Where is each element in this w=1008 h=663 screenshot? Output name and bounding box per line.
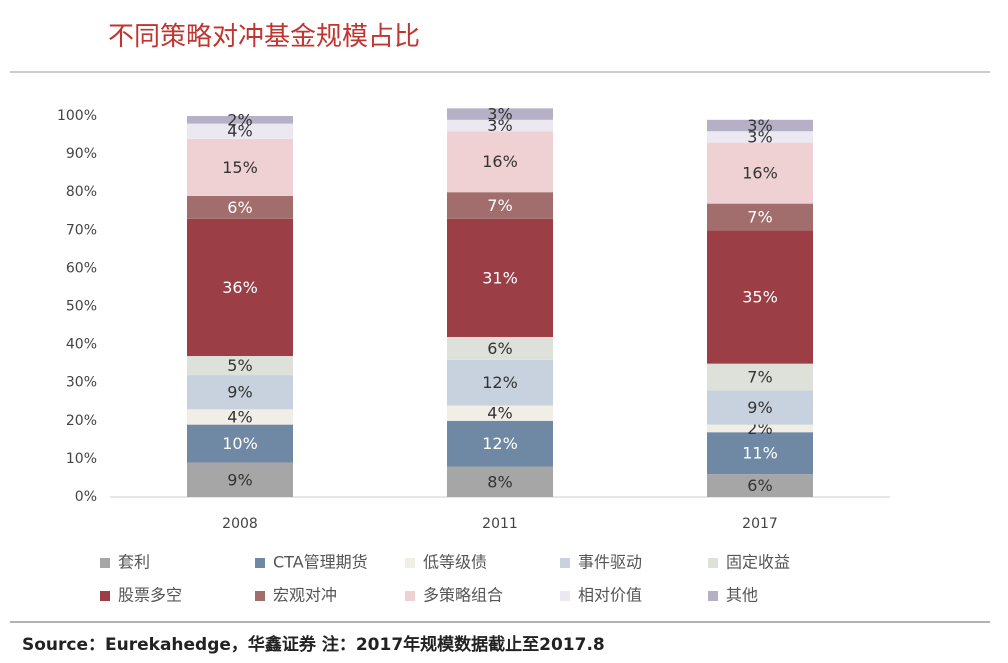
bar-segment bbox=[187, 116, 293, 124]
y-tick-label: 90% bbox=[66, 146, 97, 162]
y-tick-label: 60% bbox=[66, 260, 97, 276]
bar-segment bbox=[447, 405, 553, 421]
bar-segment bbox=[447, 420, 553, 467]
legend-swatch bbox=[255, 591, 265, 601]
legend-swatch bbox=[405, 591, 415, 601]
bar-segment bbox=[187, 424, 293, 463]
bar-segment bbox=[707, 474, 813, 497]
legend-swatch bbox=[255, 558, 265, 568]
legend-swatch bbox=[100, 591, 110, 601]
legend-label: 相对价值 bbox=[578, 586, 642, 605]
bar-segment bbox=[187, 196, 293, 219]
data-label: 5% bbox=[227, 356, 252, 375]
legend-label: 套利 bbox=[118, 553, 150, 572]
bar-segment bbox=[447, 336, 553, 360]
bar-segment bbox=[187, 138, 293, 197]
data-label: 3% bbox=[747, 127, 772, 146]
bar-segment bbox=[187, 462, 293, 497]
x-tick-label: 2008 bbox=[222, 516, 258, 532]
y-tick-label: 20% bbox=[66, 413, 97, 429]
data-label: 4% bbox=[227, 407, 252, 426]
data-label: 2% bbox=[227, 110, 252, 129]
bar-segment bbox=[187, 409, 293, 425]
bar-segment bbox=[707, 432, 813, 475]
data-label: 15% bbox=[222, 158, 258, 177]
legend-label: CTA管理期货 bbox=[273, 553, 368, 572]
data-label: 6% bbox=[227, 198, 252, 217]
legend-label: 宏观对冲 bbox=[273, 586, 337, 605]
legend-label: 股票多空 bbox=[118, 586, 182, 605]
data-label: 9% bbox=[227, 383, 252, 402]
bar-segment bbox=[707, 230, 813, 364]
y-tick-label: 50% bbox=[66, 299, 97, 315]
data-label: 8% bbox=[487, 472, 512, 491]
bar-segment bbox=[187, 356, 293, 376]
data-label: 31% bbox=[482, 268, 518, 287]
legend-label: 低等级债 bbox=[423, 553, 487, 572]
legend-label: 固定收益 bbox=[726, 553, 790, 572]
x-tick-label: 2017 bbox=[742, 516, 778, 532]
data-label: 16% bbox=[482, 152, 518, 171]
y-tick-label: 40% bbox=[66, 337, 97, 353]
x-tick-label: 2011 bbox=[482, 516, 518, 532]
data-label: 7% bbox=[487, 196, 512, 215]
y-tick-label: 0% bbox=[75, 489, 97, 505]
y-tick-label: 10% bbox=[66, 451, 97, 467]
data-label: 9% bbox=[747, 398, 772, 417]
legend-swatch bbox=[405, 558, 415, 568]
data-label: 7% bbox=[747, 207, 772, 226]
bar-segment bbox=[187, 218, 293, 357]
bar-segment bbox=[447, 119, 553, 132]
bar-segment bbox=[707, 131, 813, 143]
data-label: 9% bbox=[227, 470, 252, 489]
bar-segment bbox=[707, 203, 813, 231]
legend-swatch bbox=[560, 558, 570, 568]
data-label: 35% bbox=[742, 287, 778, 306]
bar-segment bbox=[707, 424, 813, 433]
bar-segment bbox=[447, 359, 553, 406]
bar-segment bbox=[447, 108, 553, 120]
bar-segment bbox=[187, 123, 293, 139]
data-label: 6% bbox=[487, 339, 512, 358]
data-label: 6% bbox=[747, 476, 772, 495]
bar-segment bbox=[707, 390, 813, 425]
bar-segment bbox=[707, 363, 813, 391]
data-label: 12% bbox=[482, 373, 518, 392]
data-label: 16% bbox=[742, 164, 778, 183]
bar-segment bbox=[707, 142, 813, 204]
y-tick-label: 30% bbox=[66, 375, 97, 391]
data-label: 12% bbox=[482, 434, 518, 453]
data-label: 3% bbox=[747, 116, 772, 135]
legend-label: 事件驱动 bbox=[578, 553, 642, 572]
data-label: 11% bbox=[742, 444, 778, 463]
bar-segment bbox=[447, 131, 553, 193]
source-note: Source：Eurekahedge，华鑫证券 注：2017年规模数据截止至20… bbox=[22, 634, 605, 655]
data-label: 3% bbox=[487, 116, 512, 135]
legend-swatch bbox=[560, 591, 570, 601]
y-tick-label: 100% bbox=[57, 108, 97, 124]
legend-label: 多策略组合 bbox=[423, 586, 503, 605]
legend-label: 其他 bbox=[726, 586, 758, 605]
bar-segment bbox=[187, 375, 293, 410]
legend-swatch bbox=[708, 591, 718, 601]
bar-segment bbox=[447, 218, 553, 337]
legend-swatch bbox=[708, 558, 718, 568]
data-label: 10% bbox=[222, 434, 258, 453]
bar-segment bbox=[447, 192, 553, 219]
bar-segment bbox=[707, 119, 813, 132]
y-tick-label: 80% bbox=[66, 184, 97, 200]
data-label: 7% bbox=[747, 367, 772, 386]
bar-segment bbox=[447, 466, 553, 497]
legend-swatch bbox=[100, 558, 110, 568]
y-tick-label: 70% bbox=[66, 222, 97, 238]
data-label: 4% bbox=[487, 404, 512, 423]
chart-title: 不同策略对冲基金规模占比 bbox=[108, 22, 420, 52]
data-label: 4% bbox=[227, 122, 252, 141]
data-label: 3% bbox=[487, 105, 512, 124]
data-label: 36% bbox=[222, 278, 258, 297]
